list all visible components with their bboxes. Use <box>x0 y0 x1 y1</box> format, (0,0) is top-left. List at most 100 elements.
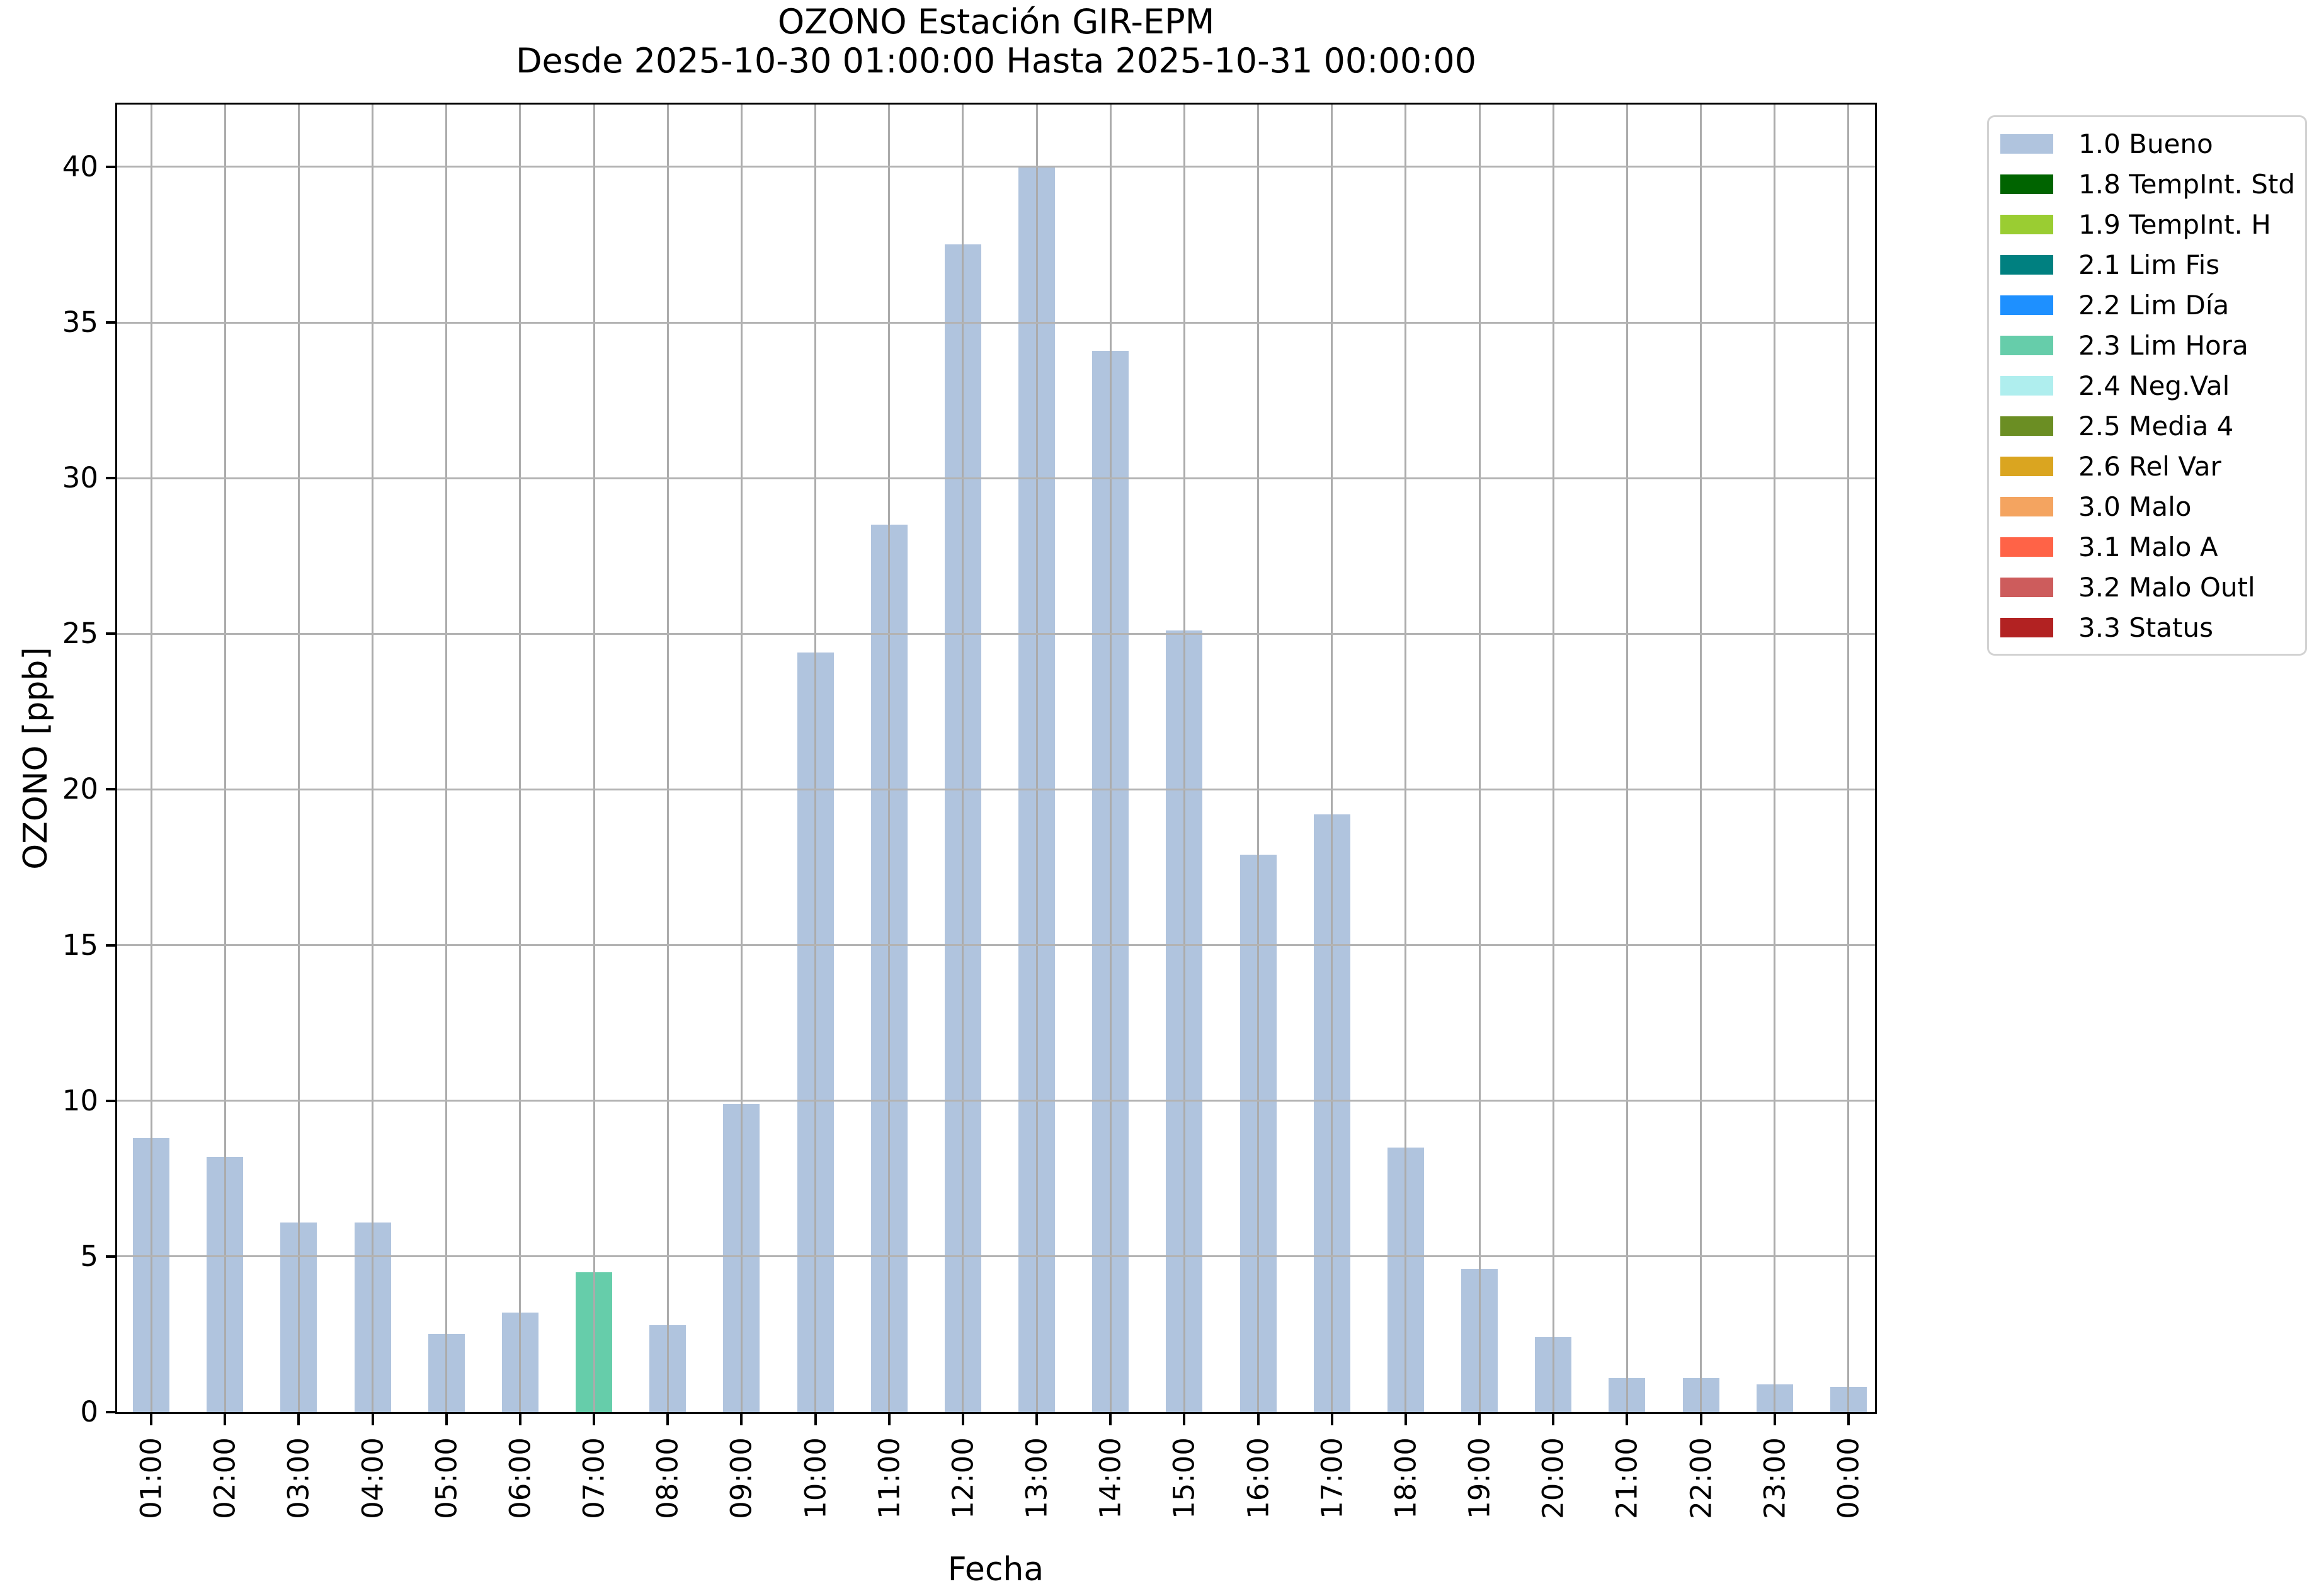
chart-title-block: OZONO Estación GIR-EPM Desde 2025-10-30 … <box>117 3 1875 81</box>
legend-row: 1.0 Bueno <box>1989 123 2305 164</box>
gridline-vertical <box>814 105 817 1412</box>
legend-label: 3.1 Malo A <box>2078 531 2218 562</box>
gridline-vertical <box>1405 105 1407 1412</box>
x-tick-label: 08:00 <box>651 1437 685 1519</box>
x-tick-label: 01:00 <box>134 1437 168 1519</box>
gridline-vertical <box>1774 105 1776 1412</box>
x-tick-label: 00:00 <box>1832 1437 1866 1519</box>
x-tick-mark <box>814 1414 817 1425</box>
gridline-vertical <box>1183 105 1185 1412</box>
x-tick-label: 09:00 <box>724 1437 758 1519</box>
x-tick-label: 03:00 <box>282 1437 316 1519</box>
x-tick-mark <box>1183 1414 1186 1425</box>
legend-row: 3.3 Status <box>1989 607 2305 647</box>
x-tick-label: 21:00 <box>1610 1437 1644 1519</box>
gridline-vertical <box>666 105 669 1412</box>
legend-swatch-icon <box>2000 456 2053 476</box>
legend-row: 1.8 TempInt. Std <box>1989 164 2305 204</box>
gridline-vertical <box>372 105 373 1412</box>
legend-swatch-icon <box>2000 335 2053 355</box>
legend-label: 1.0 Bueno <box>2078 128 2213 159</box>
legend-label: 2.3 Lim Hora <box>2078 329 2248 361</box>
y-tick-label: 10 <box>62 1083 98 1117</box>
gridline-vertical <box>297 105 300 1412</box>
x-tick-label: 12:00 <box>946 1437 980 1519</box>
legend-swatch-icon <box>2000 577 2053 597</box>
gridline-vertical <box>1847 105 1850 1412</box>
gridline-vertical <box>593 105 595 1412</box>
x-tick-mark <box>224 1414 227 1425</box>
legend-row: 2.4 Neg.Val <box>1989 365 2305 406</box>
x-tick-mark <box>150 1414 152 1425</box>
plot-area <box>117 105 1875 1412</box>
legend-label: 1.9 TempInt. H <box>2078 208 2271 240</box>
x-tick-mark <box>1552 1414 1555 1425</box>
legend-row: 2.3 Lim Hora <box>1989 325 2305 365</box>
y-tick-label: 20 <box>62 772 98 806</box>
y-tick-mark <box>106 1255 117 1258</box>
legend-swatch-icon <box>2000 134 2053 154</box>
x-tick-mark <box>1699 1414 1702 1425</box>
gridline-vertical <box>888 105 891 1412</box>
y-tick-mark <box>106 477 117 480</box>
gridline-vertical <box>1257 105 1260 1412</box>
x-tick-mark <box>1330 1414 1333 1425</box>
x-tick-label: 14:00 <box>1093 1437 1127 1519</box>
x-tick-mark <box>371 1414 374 1425</box>
y-tick-label: 40 <box>62 149 98 183</box>
gridline-horizontal <box>117 944 1875 947</box>
chart-title: OZONO Estación GIR-EPM <box>777 2 1215 42</box>
legend-label: 2.1 Lim Fis <box>2078 249 2220 280</box>
legend-row: 2.1 Lim Fis <box>1989 244 2305 285</box>
gridline-vertical <box>224 105 226 1412</box>
x-tick-label: 17:00 <box>1315 1437 1349 1519</box>
legend-row: 1.9 TempInt. H <box>1989 204 2305 244</box>
gridline-vertical <box>1035 105 1038 1412</box>
legend-label: 2.6 Rel Var <box>2078 450 2221 482</box>
legend-swatch-icon <box>2000 375 2053 396</box>
legend-label: 1.8 TempInt. Std <box>2078 168 2296 200</box>
x-tick-mark <box>961 1414 964 1425</box>
x-tick-label: 06:00 <box>503 1437 537 1519</box>
x-tick-label: 11:00 <box>872 1437 906 1519</box>
gridline-horizontal <box>117 477 1875 479</box>
legend-label: 3.0 Malo <box>2078 491 2192 522</box>
x-tick-label: 07:00 <box>577 1437 611 1519</box>
x-tick-mark <box>1847 1414 1850 1425</box>
gridline-vertical <box>150 105 152 1412</box>
legend-swatch-icon <box>2000 537 2053 557</box>
legend-swatch-icon <box>2000 214 2053 234</box>
x-tick-label: 19:00 <box>1462 1437 1496 1519</box>
x-tick-mark <box>1773 1414 1776 1425</box>
legend-row: 2.2 Lim Día <box>1989 285 2305 325</box>
x-tick-label: 22:00 <box>1684 1437 1718 1519</box>
legend-label: 2.2 Lim Día <box>2078 289 2230 321</box>
x-tick-mark <box>1404 1414 1407 1425</box>
gridline-vertical <box>962 105 964 1412</box>
gridline-vertical <box>445 105 448 1412</box>
gridline-vertical <box>1700 105 1702 1412</box>
legend-swatch-icon <box>2000 254 2053 275</box>
legend-label: 2.5 Media 4 <box>2078 410 2234 442</box>
x-tick-mark <box>593 1414 596 1425</box>
y-tick-label: 5 <box>80 1239 98 1273</box>
x-tick-mark <box>445 1414 448 1425</box>
gridline-vertical <box>1552 105 1554 1412</box>
legend-row: 3.2 Malo Outl <box>1989 567 2305 607</box>
gridline-vertical <box>1331 105 1333 1412</box>
y-tick-label: 25 <box>62 617 98 651</box>
chart-subtitle: Desde 2025-10-30 01:00:00 Hasta 2025-10-… <box>515 41 1477 81</box>
x-tick-mark <box>740 1414 743 1425</box>
x-tick-label: 10:00 <box>799 1437 833 1519</box>
x-tick-label: 20:00 <box>1536 1437 1570 1519</box>
y-tick-label: 15 <box>62 928 98 962</box>
x-tick-mark <box>1626 1414 1629 1425</box>
y-axis-label: OZONO [ppb] <box>17 647 55 870</box>
legend-swatch-icon <box>2000 496 2053 516</box>
x-tick-label: 02:00 <box>208 1437 242 1519</box>
x-tick-label: 13:00 <box>1020 1437 1054 1519</box>
x-tick-mark <box>1109 1414 1112 1425</box>
x-tick-mark <box>887 1414 891 1425</box>
x-tick-mark <box>297 1414 300 1425</box>
y-tick-mark <box>106 165 117 168</box>
